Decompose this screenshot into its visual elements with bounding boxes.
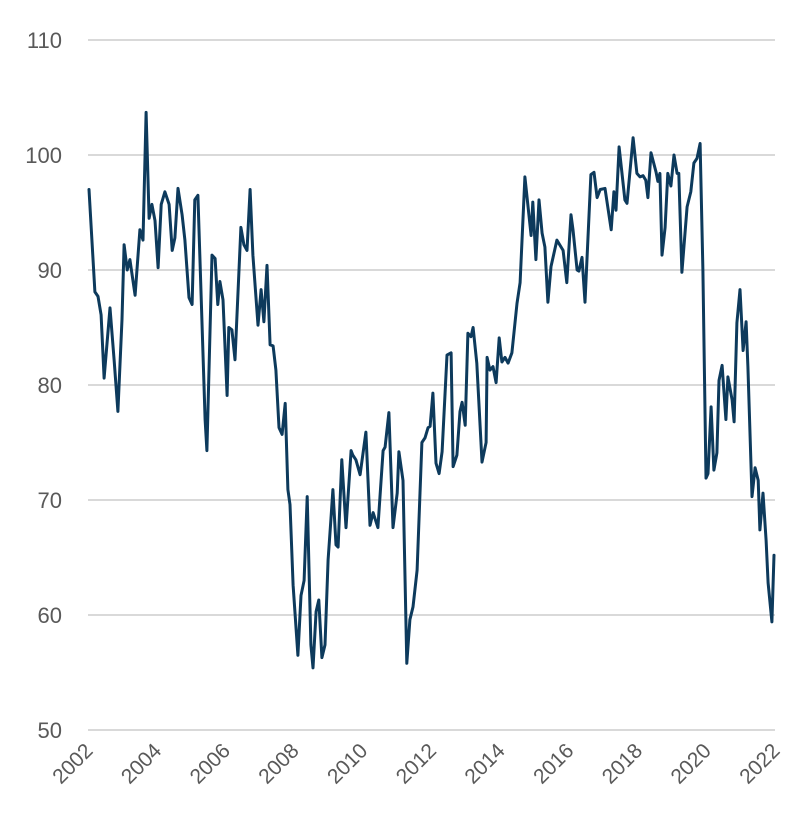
x-tick-label: 2022 bbox=[735, 739, 784, 788]
y-tick-label: 50 bbox=[38, 718, 62, 743]
gridlines bbox=[88, 39, 775, 731]
x-tick-label: 2008 bbox=[254, 739, 303, 788]
y-tick-label: 70 bbox=[38, 488, 62, 513]
series-line bbox=[87, 110, 776, 670]
y-tick-label: 100 bbox=[25, 143, 62, 168]
x-tick-label: 2016 bbox=[529, 739, 578, 788]
y-tick-label: 110 bbox=[27, 28, 62, 53]
x-tick-label: 2012 bbox=[392, 739, 441, 788]
x-tick-label: 2006 bbox=[186, 739, 235, 788]
x-tick-label: 2004 bbox=[117, 739, 167, 789]
x-axis-ticks: 2002 2004 2006 2008 2010 2012 2014 2016 2018 2020… bbox=[48, 739, 784, 789]
y-tick-label: 60 bbox=[38, 603, 62, 628]
y-axis-ticks: 50 60 70 80 90 100 110 bbox=[25, 28, 62, 743]
x-tick-label: 2002 bbox=[48, 739, 97, 788]
y-tick-label: 80 bbox=[38, 373, 62, 398]
x-tick-label: 2014 bbox=[460, 739, 510, 789]
x-tick-label: 2010 bbox=[323, 739, 372, 788]
x-tick-label: 2020 bbox=[667, 739, 716, 788]
y-tick-label: 90 bbox=[38, 258, 62, 283]
x-tick-label: 2018 bbox=[598, 739, 647, 788]
